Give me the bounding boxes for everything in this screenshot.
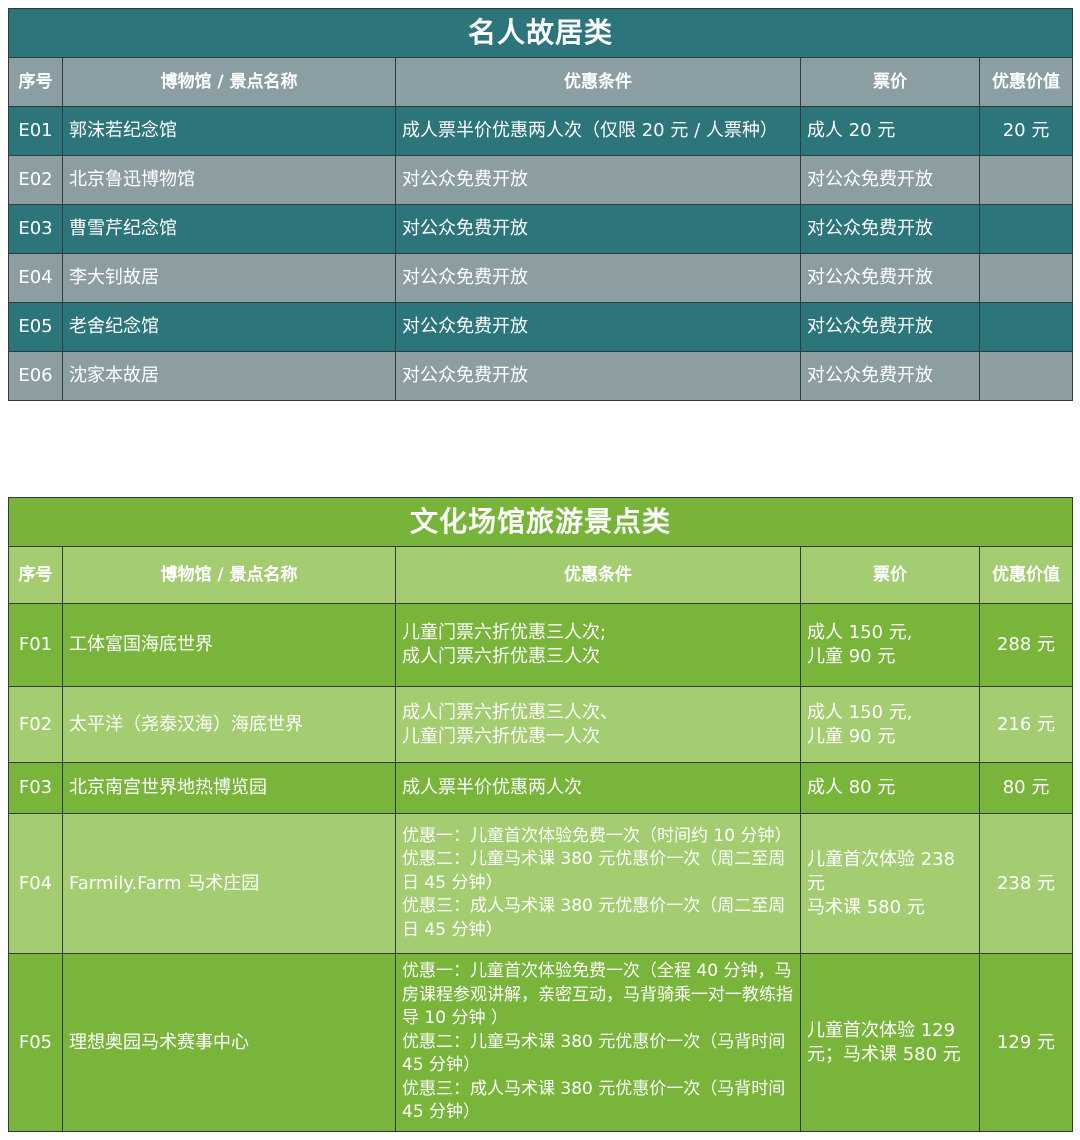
cell-value: 20 元 [978,106,1074,156]
cell-conditions: 对公众免费开放 [395,253,801,303]
cell-name: 老舍纪念馆 [62,302,396,352]
cell-price: 对公众免费开放 [800,253,980,303]
header-value: 优惠价值 [978,546,1074,604]
table-row: E03 曹雪芹纪念馆 对公众免费开放 对公众免费开放 [8,204,1074,254]
cell-conditions: 对公众免费开放 [395,204,801,254]
table-row: E05 老舍纪念馆 对公众免费开放 对公众免费开放 [8,302,1074,352]
cell-seq: E02 [8,155,63,205]
cell-name: 太平洋（尧泰汉海）海底世界 [62,686,396,763]
cell-name: 曹雪芹纪念馆 [62,204,396,254]
cell-seq: F03 [8,762,63,814]
cell-conditions: 对公众免费开放 [395,155,801,205]
table-row: E02 北京鲁迅博物馆 对公众免费开放 对公众免费开放 [8,155,1074,205]
table-row: F04 Farmily.Farm 马术庄园 优惠一：儿童首次体验免费一次（时间约 1… [8,813,1074,954]
header-cond: 优惠条件 [395,57,801,107]
cell-name: 工体富国海底世界 [62,603,396,687]
cell-value [978,351,1074,401]
cell-value: 216 元 [978,686,1074,763]
cell-value [978,155,1074,205]
cell-price: 成人 150 元, 儿童 90 元 [800,686,980,763]
cell-name: 李大钊故居 [62,253,396,303]
header-seq: 序号 [8,57,63,107]
cell-price: 对公众免费开放 [800,204,980,254]
header-price: 票价 [800,546,980,604]
cell-seq: F04 [8,813,63,954]
cell-value: 288 元 [978,603,1074,687]
table-row: E04 李大钊故居 对公众免费开放 对公众免费开放 [8,253,1074,303]
cell-value: 129 元 [978,953,1074,1132]
header-name: 博物馆 / 景点名称 [62,57,396,107]
cell-name: 北京鲁迅博物馆 [62,155,396,205]
cell-conditions: 对公众免费开放 [395,302,801,352]
cell-price: 对公众免费开放 [800,155,980,205]
cell-value [978,302,1074,352]
table-row: E06 沈家本故居 对公众免费开放 对公众免费开放 [8,351,1074,401]
cell-price: 儿童首次体验 129 元；马术课 580 元 [800,953,980,1132]
table-title: 名人故居类 [7,8,1074,58]
cell-conditions: 优惠一：儿童首次体验免费一次（时间约 10 分钟） 优惠二：儿童马术课 380 … [395,813,801,954]
cell-price: 成人 80 元 [800,762,980,814]
cell-name: 沈家本故居 [62,351,396,401]
cell-seq: F05 [8,953,63,1132]
table-title: 文化场馆旅游景点类 [7,497,1074,547]
cell-value: 238 元 [978,813,1074,954]
cell-price: 对公众免费开放 [800,302,980,352]
header-cond: 优惠条件 [395,546,801,604]
cell-conditions: 儿童门票六折优惠三人次; 成人门票六折优惠三人次 [395,603,801,687]
cell-seq: E01 [8,106,63,156]
cell-name: Farmily.Farm 马术庄园 [62,813,396,954]
cell-price: 成人 150 元, 儿童 90 元 [800,603,980,687]
cell-seq: E05 [8,302,63,352]
header-price: 票价 [800,57,980,107]
table-row: F02 太平洋（尧泰汉海）海底世界 成人门票六折优惠三人次、 儿童门票六折优惠一人次… [8,686,1074,763]
table-row: E01 郭沫若纪念馆 成人票半价优惠两人次（仅限 20 元 / 人票种） 成人 20 … [8,106,1074,156]
table-row: F05 理想奥园马术赛事中心 优惠一：儿童首次体验免费一次（全程 40 分钟，马房课… [8,953,1074,1132]
cell-seq: E03 [8,204,63,254]
cell-name: 北京南宫世界地热博览园 [62,762,396,814]
header-seq: 序号 [8,546,63,604]
cell-price: 儿童首次体验 238 元 马术课 580 元 [800,813,980,954]
header-value: 优惠价值 [978,57,1074,107]
cell-value [978,253,1074,303]
cell-seq: F02 [8,686,63,763]
cell-value [978,204,1074,254]
cell-conditions: 成人票半价优惠两人次 [395,762,801,814]
cell-seq: E04 [8,253,63,303]
table-celebrity-residences: 名人故居类 序号 博物馆 / 景点名称 优惠条件 票价 优惠价值 E01 郭沫若纪… [7,8,1074,401]
cell-value: 80 元 [978,762,1074,814]
cell-price: 对公众免费开放 [800,351,980,401]
cell-seq: E06 [8,351,63,401]
cell-seq: F01 [8,603,63,687]
cell-name: 郭沫若纪念馆 [62,106,396,156]
table-row: F03 北京南宫世界地热博览园 成人票半价优惠两人次 成人 80 元 80 元 [8,762,1074,814]
cell-conditions: 成人票半价优惠两人次（仅限 20 元 / 人票种） [395,106,801,156]
cell-price: 成人 20 元 [800,106,980,156]
cell-conditions: 对公众免费开放 [395,351,801,401]
table-row: F01 工体富国海底世界 儿童门票六折优惠三人次; 成人门票六折优惠三人次 成人 15… [8,603,1074,687]
header-name: 博物馆 / 景点名称 [62,546,396,604]
cell-conditions: 优惠一：儿童首次体验免费一次（全程 40 分钟，马房课程参观讲解，亲密互动，马背… [395,953,801,1132]
cell-conditions: 成人门票六折优惠三人次、 儿童门票六折优惠一人次 [395,686,801,763]
table-cultural-venues: 文化场馆旅游景点类 序号 博物馆 / 景点名称 优惠条件 票价 优惠价值 F01… [7,497,1074,1132]
cell-name: 理想奥园马术赛事中心 [62,953,396,1132]
